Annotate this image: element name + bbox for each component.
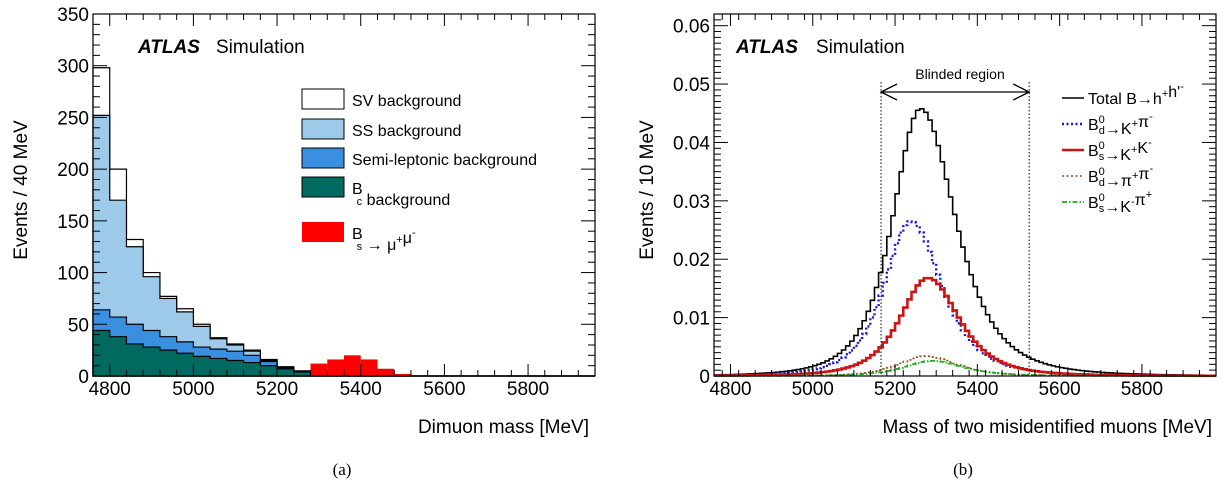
y-tick-label: 150 bbox=[57, 212, 89, 233]
x-tick-label: 5800 bbox=[507, 379, 549, 400]
legend-text-part: →K bbox=[1104, 147, 1131, 164]
panel-a-atlas-label: ATLAS bbox=[137, 37, 200, 58]
legend-swatch bbox=[302, 177, 344, 197]
panel-b-atlas-label: ATLAS bbox=[735, 37, 798, 58]
legend-text-part: - bbox=[1149, 163, 1153, 175]
y-tick-label: 100 bbox=[57, 264, 89, 285]
y-tick-label: 350 bbox=[57, 5, 89, 26]
panel-b-legend: Total B→h+h'-B0 d→K+π-B0 s→K+K-B0 d→π+π-B0 s… bbox=[1062, 81, 1184, 216]
panel-b-x-axis-title: Mass of two misidentified muons [MeV] bbox=[883, 417, 1212, 438]
legend-text-part: B bbox=[1088, 143, 1099, 160]
y-tick-label: 0 bbox=[78, 367, 89, 388]
y-tick-label: 0 bbox=[699, 367, 710, 388]
y-tick-label: 300 bbox=[57, 57, 89, 78]
signal-bin bbox=[377, 369, 394, 376]
legend-label: B0 s→K+K- bbox=[1088, 137, 1152, 164]
legend-text-part: - bbox=[1180, 81, 1184, 93]
x-tick-label: 5800 bbox=[1121, 379, 1163, 400]
x-tick-label: 4800 bbox=[709, 379, 751, 400]
legend-swatch bbox=[302, 89, 344, 109]
y-tick-label: 0.05 bbox=[673, 75, 710, 96]
legend-text-part: π bbox=[1135, 192, 1146, 209]
legend-label: B0 s→K-π+ bbox=[1088, 189, 1152, 216]
legend-swatch bbox=[302, 148, 344, 168]
y-tick-label: 50 bbox=[68, 315, 89, 336]
x-tick-label: 5400 bbox=[956, 379, 998, 400]
legend-text-part: B bbox=[1088, 169, 1099, 186]
legend-text-part: μ bbox=[403, 230, 412, 247]
legend-text-part: + bbox=[1146, 189, 1152, 201]
y-tick-label: 0.01 bbox=[673, 309, 710, 330]
blinded-region-label: Blinded region bbox=[915, 66, 1005, 82]
legend-label: SV background bbox=[352, 93, 461, 110]
signal-bin bbox=[344, 355, 361, 376]
x-tick-label: 5400 bbox=[340, 379, 382, 400]
panel-a-caption: (a) bbox=[333, 460, 352, 479]
legend-text-part: - bbox=[412, 227, 416, 239]
legend-text-part: →K bbox=[1104, 199, 1131, 216]
panel-b-simulation-label: Simulation bbox=[816, 37, 905, 58]
legend-label: Total B→h+h'- bbox=[1088, 81, 1184, 108]
x-tick-label: 4800 bbox=[89, 379, 131, 400]
panel-b-blinded-region bbox=[881, 82, 1029, 376]
legend-label: Semi-leptonic background bbox=[352, 152, 537, 169]
legend-text-part: K bbox=[1137, 140, 1148, 157]
legend-text-part: B bbox=[1088, 117, 1099, 134]
legend-text-part: π bbox=[1138, 114, 1149, 131]
y-tick-label: 200 bbox=[57, 160, 89, 181]
panel-b-y-axis-title: Events / 10 MeV bbox=[637, 120, 658, 260]
signal-bin bbox=[327, 359, 344, 376]
legend-label: B0 d→π+π- bbox=[1088, 163, 1153, 190]
curve-2 bbox=[714, 278, 1216, 376]
y-tick-label: 0.06 bbox=[673, 17, 710, 38]
signal-bin bbox=[361, 359, 378, 376]
x-tick-label: 5000 bbox=[172, 379, 214, 400]
legend-text-part: background bbox=[362, 192, 450, 209]
legend-text-part: - bbox=[1149, 111, 1153, 123]
x-tick-label: 5200 bbox=[874, 379, 916, 400]
panel-a-simulation-label: Simulation bbox=[216, 37, 305, 58]
y-tick-label: 0.04 bbox=[673, 133, 710, 154]
panel-a-legend: SV background SS background Semi-leptonic … bbox=[302, 89, 537, 254]
curve-1 bbox=[714, 221, 1216, 375]
legend-swatch bbox=[302, 222, 344, 242]
legend-text-part: →K bbox=[1105, 121, 1132, 138]
legend-text-part: π bbox=[1138, 166, 1149, 183]
panel-b: 4800 5000 5200 5400 5600 5800 0 0.01 0.02 0.03 0.0… bbox=[637, 14, 1216, 479]
legend-text-part: - bbox=[1148, 137, 1152, 149]
legend-label: SS background bbox=[352, 123, 461, 140]
y-tick-label: 0.03 bbox=[673, 192, 710, 213]
panel-a: 4800 5000 5200 5400 5600 5800 0 50 100 150 200 250 3… bbox=[11, 5, 595, 479]
x-tick-label: 5200 bbox=[256, 379, 298, 400]
panel-a-histogram bbox=[93, 68, 595, 376]
x-tick-label: 5000 bbox=[792, 379, 834, 400]
legend-swatch bbox=[302, 119, 344, 139]
legend-text-part: h' bbox=[1168, 84, 1180, 101]
legend-text-part: →π bbox=[1105, 173, 1132, 190]
legend-text-part: B bbox=[1088, 195, 1099, 212]
legend-text-part: Total B→h bbox=[1088, 91, 1162, 108]
panel-a-x-axis-title: Dimuon mass [MeV] bbox=[418, 417, 589, 438]
legend-label: B0 d→K+π- bbox=[1088, 111, 1153, 138]
signal-bin bbox=[311, 364, 328, 376]
panel-b-caption: (b) bbox=[953, 460, 973, 479]
y-tick-label: 0.02 bbox=[673, 250, 710, 271]
legend-text-part: → μ bbox=[362, 237, 396, 254]
x-tick-label: 5600 bbox=[423, 379, 465, 400]
x-tick-label: 5600 bbox=[1038, 379, 1080, 400]
y-tick-label: 250 bbox=[57, 108, 89, 129]
panel-a-y-axis-title: Events / 40 MeV bbox=[11, 120, 32, 260]
